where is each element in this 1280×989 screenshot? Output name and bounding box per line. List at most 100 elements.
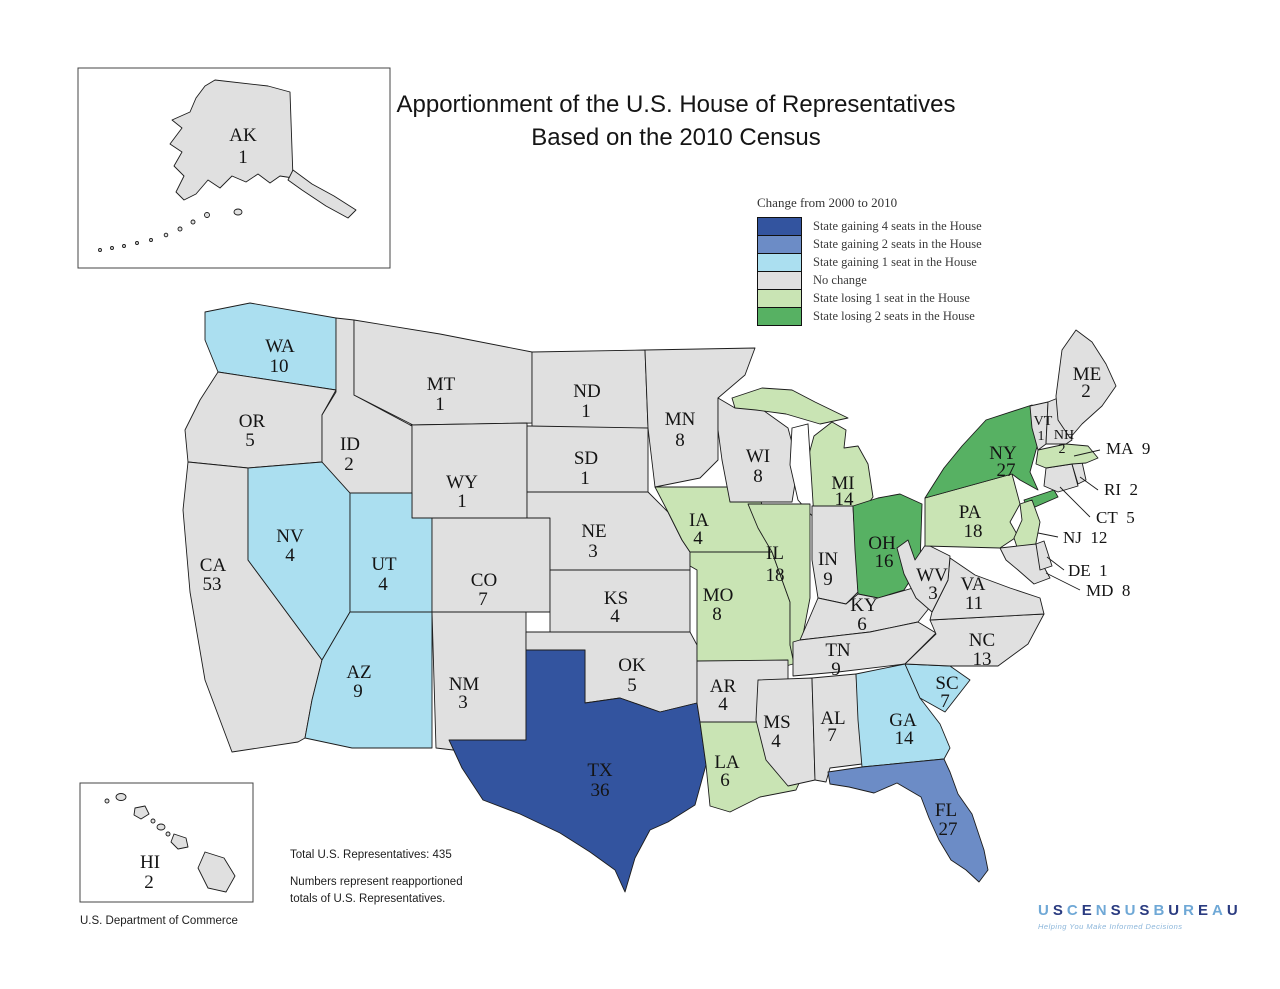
state-seats: 18 — [964, 521, 983, 542]
census-bureau-logo: USCENSUSBUREAU Helping You Make Informed… — [1038, 902, 1242, 931]
state-label: KS — [604, 588, 628, 609]
legend: Change from 2000 to 2010 State gaining 4… — [757, 195, 982, 326]
census-bureau-tagline: Helping You Make Informed Decisions — [1038, 922, 1183, 931]
state-label: AK — [229, 125, 257, 146]
state-label: MN — [665, 409, 696, 430]
numbers-note: Numbers represent reapportioned totals o… — [290, 874, 463, 908]
state-seats: 3 — [588, 541, 598, 562]
department-of-commerce-label: U.S. Department of Commerce — [80, 915, 238, 927]
state-seats: 9 — [353, 681, 363, 702]
state-label: AZ — [346, 662, 371, 683]
state-seats: 16 — [875, 551, 894, 572]
callout-label-nj: NJ 12 — [1063, 528, 1107, 547]
state-mi-upper-peninsula — [731, 387, 849, 425]
state-label: HI — [140, 852, 160, 873]
state-label: SD — [574, 448, 598, 469]
alaska-panhandle — [287, 169, 357, 219]
state-label: FL — [935, 800, 957, 821]
state-seats: 8 — [753, 466, 763, 487]
state-label: IN — [818, 549, 838, 570]
state-label: WV — [916, 565, 948, 586]
numbers-note-line2: totals of U.S. Representatives. — [290, 893, 446, 905]
state-seats: 1 — [580, 468, 590, 489]
aleutian-islands — [98, 208, 243, 252]
state-seats: 3 — [458, 692, 468, 713]
state-label: OH — [868, 533, 896, 554]
state-seats: 18 — [766, 565, 785, 586]
state-seats: 1 — [581, 401, 591, 422]
state-seats: 2 — [144, 872, 154, 893]
legend-label-gain1: State gaining 1 seat in the House — [813, 255, 977, 269]
state-label: NC — [969, 630, 995, 651]
state-seats: 4 — [718, 694, 728, 715]
total-representatives-note: Total U.S. Representatives: 435 — [290, 849, 452, 861]
state-label: NY — [989, 443, 1017, 464]
state-label: SC — [935, 673, 958, 694]
state-label: WA — [265, 336, 295, 357]
state-seats: 9 — [823, 569, 833, 590]
state-label: MS — [763, 712, 790, 733]
state-seats: 10 — [270, 356, 289, 377]
callout-line-nj — [1037, 532, 1059, 538]
state-seats: 7 — [940, 691, 950, 712]
callout-line-ri — [1079, 476, 1099, 491]
state-seats: 2 — [1081, 381, 1091, 402]
state-label: MO — [703, 585, 734, 606]
state-nc — [904, 613, 1045, 667]
state-ak — [169, 79, 294, 201]
state-seats: 4 — [693, 528, 703, 549]
state-seats: 1 — [435, 394, 445, 415]
state-seats: 7 — [478, 589, 488, 610]
state-label: VA — [961, 574, 986, 595]
state-label: TN — [825, 640, 851, 661]
state-seats: 6 — [720, 770, 730, 791]
state-seats: 4 — [378, 574, 388, 595]
state-label: OR — [239, 411, 266, 432]
state-label: KY — [850, 595, 878, 616]
alaska-inset-box — [77, 67, 391, 269]
title-line2: Based on the 2010 Census — [531, 124, 821, 151]
state-seats: 3 — [928, 583, 938, 604]
callout-label-ma: MA 9 — [1106, 439, 1150, 458]
state-seats: 13 — [973, 649, 992, 670]
state-label: WI — [746, 446, 770, 467]
state-label: NM — [449, 674, 480, 695]
state-label: TX — [587, 760, 613, 781]
callout-labels: MA 9 RI 2 CT 5 NJ 12 DE 1 MD 8 — [1063, 439, 1150, 600]
callout-line-ma — [1073, 449, 1101, 457]
state-seats: 4 — [610, 606, 620, 627]
state-label: NH — [1054, 428, 1074, 443]
state-vt — [1029, 401, 1049, 451]
state-label: OK — [618, 655, 646, 676]
state-seats: 53 — [203, 574, 222, 595]
state-label: LA — [714, 752, 740, 773]
legend-title: Change from 2000 to 2010 — [757, 195, 898, 210]
state-label: ND — [573, 381, 600, 402]
legend-swatch-lose2 — [757, 307, 802, 326]
title-line1: Apportionment of the U.S. House of Repre… — [396, 91, 956, 118]
state-pa — [924, 473, 1021, 549]
legend-label-lose1: State losing 1 seat in the House — [813, 291, 970, 305]
callout-label-ri: RI 2 — [1104, 480, 1138, 499]
state-seats: 27 — [939, 819, 958, 840]
state-label: IL — [766, 543, 784, 564]
state-seats: 6 — [857, 614, 867, 635]
state-label: MT — [427, 374, 456, 395]
legend-label-lose2: State losing 2 seats in the House — [813, 309, 975, 323]
callout-label-de: DE 1 — [1068, 561, 1108, 580]
hawaii-inset-box — [79, 782, 254, 903]
state-seats: 14 — [835, 489, 855, 510]
callout-label-md: MD 8 — [1086, 581, 1130, 600]
state-seats: 7 — [827, 725, 837, 746]
state-label: ID — [340, 434, 360, 455]
state-seats: 11 — [965, 593, 983, 614]
numbers-note-line1: Numbers represent reapportioned — [290, 876, 463, 888]
state-wv — [896, 539, 951, 613]
state-label: CO — [471, 570, 497, 591]
legend-label-gain2: State gaining 2 seats in the House — [813, 237, 982, 251]
state-seats: 2 — [1059, 442, 1066, 457]
state-label: AL — [820, 708, 845, 729]
callout-line-ct — [1059, 486, 1091, 518]
